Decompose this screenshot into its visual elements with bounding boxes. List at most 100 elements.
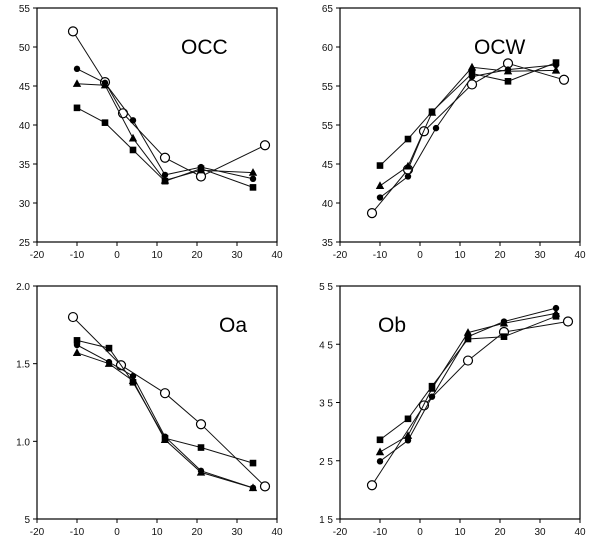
data-point-open-circle <box>159 388 171 399</box>
data-point-filled-square <box>249 459 257 467</box>
data-point-filled-square <box>129 379 137 386</box>
data-point-filled-triangle <box>375 181 385 189</box>
y-tick-label: 2 5 <box>319 457 333 468</box>
x-tick-label: -20 <box>30 250 45 261</box>
panel-ob-axes: -20 -10 0 10 20 30 40 1 5 2 5 3 5 4 5 5 5 <box>319 282 586 538</box>
y-tick-label: 1.5 <box>16 360 30 371</box>
y-tick-label: 55 <box>322 82 334 93</box>
y-tick-label: 2.0 <box>16 282 30 293</box>
data-point-filled-square <box>249 184 257 191</box>
data-point-filled-square <box>197 444 205 451</box>
x-tick-label: 40 <box>271 527 283 538</box>
panel-ob-title: Ob <box>378 314 406 337</box>
series-line-filled-square <box>76 339 254 464</box>
x-tick-label: 10 <box>151 527 163 538</box>
data-point-open-circle <box>259 140 271 151</box>
panel-occ-plot <box>67 26 271 191</box>
y-tick-label: 65 <box>322 4 334 15</box>
data-point-filled-circle <box>376 194 384 201</box>
y-tick-label: 1 5 <box>319 515 333 526</box>
data-point-filled-square <box>504 78 512 85</box>
y-tick-label: 4 5 <box>319 340 333 351</box>
x-tick-label: 0 <box>114 250 120 261</box>
y-tick-label: 3 5 <box>319 399 333 410</box>
series-line-filled-triangle <box>76 352 254 489</box>
series-line-filled-square <box>76 107 254 188</box>
series-line-filled-circle <box>76 68 254 180</box>
data-point-filled-square <box>376 436 384 444</box>
x-tick-label: -10 <box>373 527 388 538</box>
series-line-filled-circle <box>379 64 557 198</box>
panel-occ-axes: -20 -10 0 10 20 30 40 25 30 35 40 45 50 55 <box>19 4 283 261</box>
data-point-filled-square <box>161 434 169 442</box>
x-tick-label: 30 <box>231 250 243 261</box>
y-tick-label: 35 <box>322 238 334 249</box>
series-line-filled-square <box>379 315 557 441</box>
x-tick-label: 40 <box>574 527 586 538</box>
y-tick-label: 50 <box>19 43 31 54</box>
data-point-filled-square <box>500 333 508 340</box>
data-point-filled-square <box>73 337 81 344</box>
y-tick-label: 45 <box>19 82 31 93</box>
x-tick-label: 20 <box>191 527 203 538</box>
x-tick-label: -10 <box>70 250 85 261</box>
y-tick-label: 40 <box>19 121 31 132</box>
series-line-filled-triangle <box>379 312 557 453</box>
data-point-open-circle <box>562 316 574 327</box>
series-line-filled-circle <box>76 344 254 489</box>
data-point-filled-triangle <box>503 66 513 75</box>
data-point-filled-square <box>552 312 560 320</box>
data-point-filled-circle <box>129 372 137 380</box>
data-point-filled-circle <box>249 175 257 183</box>
y-tick-label: 40 <box>322 199 334 210</box>
series-line-filled-square <box>379 62 557 166</box>
data-point-filled-circle <box>404 173 412 180</box>
data-point-filled-square <box>404 135 412 143</box>
y-tick-label: 5 <box>24 515 30 526</box>
x-tick-label: 30 <box>534 527 546 538</box>
x-tick-label: 40 <box>574 250 586 261</box>
panel-occ-title: OCC <box>181 36 228 59</box>
y-tick-label: 30 <box>19 199 31 210</box>
data-point-filled-circle <box>129 117 137 124</box>
panel-oa-plot <box>67 311 271 492</box>
panel-oa-title: Oa <box>219 314 247 337</box>
x-tick-label: 40 <box>271 250 283 261</box>
y-tick-label: 45 <box>322 160 334 171</box>
data-point-open-circle <box>159 152 171 163</box>
data-point-open-circle <box>259 481 271 492</box>
series-line-open-circle <box>72 31 266 178</box>
data-point-filled-square <box>404 415 412 423</box>
x-tick-label: -10 <box>373 250 388 261</box>
x-tick-label: 0 <box>114 527 120 538</box>
panel-ocw: OCW -20 -10 0 10 20 30 40 35 40 45 55 55 60 65 <box>322 4 586 261</box>
series-line-open-circle <box>371 62 565 214</box>
x-tick-label: 10 <box>454 250 466 261</box>
data-point-filled-square <box>161 177 169 185</box>
x-tick-label: 0 <box>417 250 423 261</box>
data-point-filled-square <box>552 59 560 66</box>
y-tick-label: 5 5 <box>319 282 333 293</box>
data-point-open-circle <box>195 419 207 430</box>
x-tick-label: -10 <box>70 527 85 538</box>
y-tick-label: 1.0 <box>16 437 30 448</box>
data-point-open-circle <box>366 208 378 219</box>
data-point-filled-square <box>376 162 384 169</box>
x-tick-label: 20 <box>494 527 506 538</box>
data-point-filled-triangle <box>104 359 114 367</box>
data-point-filled-triangle <box>551 65 561 74</box>
data-point-filled-circle <box>428 393 436 400</box>
data-point-filled-triangle <box>128 133 138 142</box>
data-point-filled-triangle <box>100 80 110 89</box>
y-tick-label: 55 <box>19 4 31 15</box>
data-point-filled-square <box>105 344 113 352</box>
series-line-filled-triangle <box>379 66 557 187</box>
x-tick-label: 0 <box>417 527 423 538</box>
data-point-open-circle <box>558 74 570 85</box>
y-tick-label: 35 <box>19 160 31 171</box>
panel-ocw-plot <box>366 58 570 219</box>
series-line-open-circle <box>72 316 266 487</box>
y-tick-label: 55 <box>322 121 334 132</box>
data-point-filled-triangle <box>499 318 509 327</box>
